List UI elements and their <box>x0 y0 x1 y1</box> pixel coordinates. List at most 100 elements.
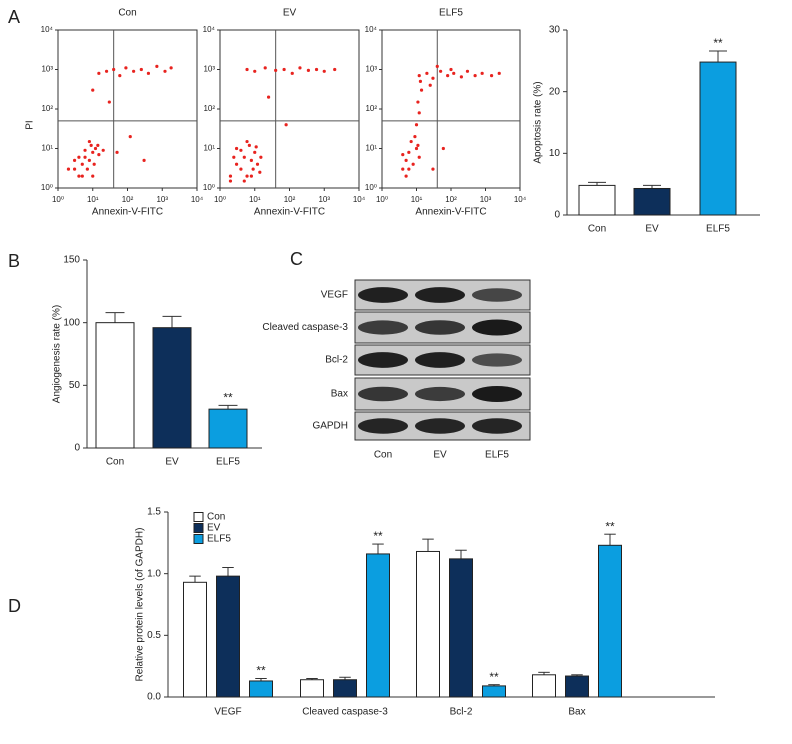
bar <box>333 679 357 698</box>
event-dot <box>124 66 128 70</box>
event-dot <box>72 167 77 171</box>
event-dot <box>91 150 95 154</box>
event-dot <box>232 155 236 159</box>
legend-swatch <box>193 523 204 533</box>
y-tick-label: 50 <box>69 380 81 391</box>
bar <box>95 322 135 449</box>
event-dot <box>298 66 302 70</box>
event-dot <box>77 155 81 159</box>
event-dot <box>449 67 453 72</box>
event-dot <box>128 135 132 139</box>
blot-band <box>472 386 522 402</box>
bar <box>300 679 324 698</box>
y-tick-label: 10² <box>41 104 53 113</box>
blot-band <box>415 352 465 368</box>
event-dot <box>169 66 173 70</box>
x-tick-label: Cleaved caspase-3 <box>302 707 388 718</box>
event-dot <box>104 69 109 73</box>
x-axis-label: Annexin-V-FITC <box>92 207 163 218</box>
event-dot <box>409 139 413 144</box>
x-tick-label: 10³ <box>318 195 330 204</box>
x-tick-label: Bax <box>568 707 585 718</box>
x-tick-label: 10² <box>445 195 457 204</box>
event-dot <box>401 167 405 171</box>
blot-row-label: Cleaved caspase-3 <box>262 322 348 333</box>
y-tick-label: 1.0 <box>147 568 161 579</box>
significance-label: ** <box>373 529 383 543</box>
event-dot <box>89 143 93 147</box>
event-dot <box>407 150 411 154</box>
event-dot <box>87 139 91 144</box>
event-dot <box>249 158 253 162</box>
y-tick-label: 10⁰ <box>203 183 215 192</box>
plot-title: Con <box>118 8 136 19</box>
y-tick-label: 0.0 <box>147 692 161 703</box>
blot-row-label: Bcl-2 <box>325 355 348 366</box>
panel-label: A <box>8 7 20 27</box>
event-dot <box>411 162 415 166</box>
event-dot <box>489 74 494 78</box>
x-tick-label: ELF5 <box>706 224 730 235</box>
significance-label: ** <box>489 670 499 684</box>
event-dot <box>97 71 101 75</box>
x-tick-label: 10¹ <box>411 195 423 204</box>
bar <box>216 575 240 698</box>
y-axis-label: Apoptosis rate (%) <box>533 81 544 163</box>
event-dot <box>91 174 95 178</box>
event-dot <box>155 64 159 68</box>
event-dot <box>255 162 260 166</box>
x-tick-label: 10⁰ <box>376 195 388 204</box>
blot-band <box>472 319 522 336</box>
blot-column-label: EV <box>433 450 447 461</box>
legend-swatch <box>193 534 204 544</box>
x-tick-label: 10² <box>122 195 134 204</box>
event-dot <box>274 68 278 72</box>
event-dot <box>247 143 251 147</box>
blot-band <box>415 386 465 402</box>
x-tick-label: 10⁰ <box>214 195 226 204</box>
event-dot <box>416 100 420 104</box>
bar <box>598 544 622 698</box>
event-dot <box>419 88 424 92</box>
event-dot <box>459 75 463 79</box>
blot-band <box>358 320 408 335</box>
y-tick-label: 10⁴ <box>365 25 378 34</box>
event-dot <box>404 174 408 178</box>
y-axis-label: Relative protein levels (of GAPDH) <box>135 528 146 682</box>
x-tick-label: 10³ <box>480 195 492 204</box>
bar <box>152 327 192 449</box>
event-dot <box>322 69 326 73</box>
y-tick-label: 10⁴ <box>41 25 54 34</box>
event-dot <box>242 179 246 183</box>
event-dot <box>473 74 477 78</box>
event-dot <box>72 158 77 162</box>
blot-row-label: GAPDH <box>312 421 348 432</box>
event-dot <box>431 76 435 80</box>
event-dot <box>118 74 122 78</box>
y-tick-label: 1.5 <box>147 507 161 518</box>
legend-label: Con <box>207 512 225 523</box>
event-dot <box>112 67 116 72</box>
blot-band <box>358 287 408 303</box>
x-tick-label: 10³ <box>156 195 168 204</box>
event-dot <box>404 158 408 162</box>
y-tick-label: 150 <box>63 255 80 266</box>
blot-band <box>415 287 465 303</box>
bar <box>183 581 207 698</box>
blot-band <box>358 386 408 402</box>
legend-label: EV <box>207 523 221 534</box>
event-dot <box>497 71 501 75</box>
event-dot <box>146 71 151 75</box>
x-tick-label: ELF5 <box>216 457 240 468</box>
event-dot <box>228 174 233 178</box>
event-dot <box>96 143 100 147</box>
event-dot <box>439 69 443 73</box>
event-dot <box>417 155 421 159</box>
legend-label: ELF5 <box>207 534 231 545</box>
x-tick-label: 10⁴ <box>353 195 366 204</box>
y-tick-label: 20 <box>549 86 561 97</box>
event-dot <box>414 146 419 151</box>
event-dot <box>249 174 253 178</box>
